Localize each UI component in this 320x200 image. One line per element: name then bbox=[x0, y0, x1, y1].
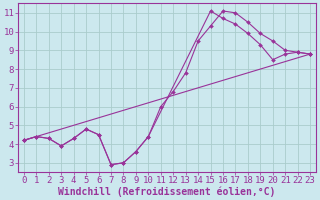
X-axis label: Windchill (Refroidissement éolien,°C): Windchill (Refroidissement éolien,°C) bbox=[58, 186, 276, 197]
